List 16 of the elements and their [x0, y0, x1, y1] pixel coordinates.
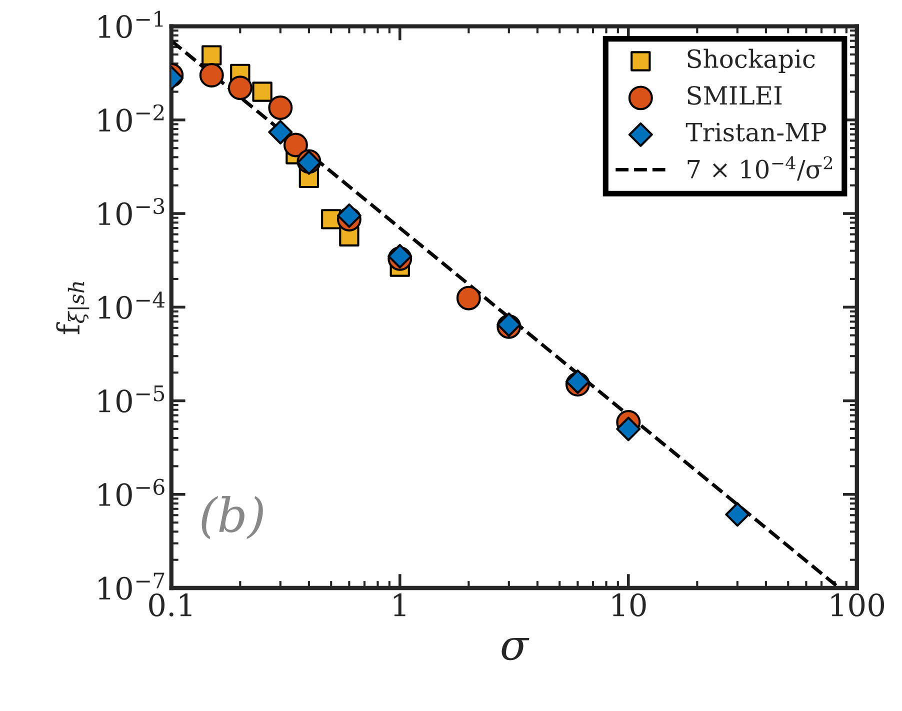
y-tick-label: 10$^{−5}$	[98, 385, 164, 413]
legend-label: SMILEI	[688, 86, 782, 105]
y-axis-title: f$_{ξ|sh}$	[56, 282, 90, 334]
x-axis-title: σ	[502, 638, 530, 660]
x-tick-label: 1	[394, 593, 406, 616]
annotation: (b)	[202, 496, 263, 540]
y-tick-label: 10$^{−4}$	[98, 292, 165, 319]
legend-label: 7 × 10$^{−4}$/σ$^{2}$	[688, 156, 832, 181]
legend-label: Shockapic	[688, 48, 815, 73]
y-tick-label: 10$^{−2}$	[98, 104, 164, 132]
x-tick-label: 10	[612, 593, 646, 617]
legend-label: Tristan-MP	[686, 122, 826, 142]
y-tick-label: 10$^{−6}$	[98, 478, 164, 506]
y-tick-label: 10$^{−3}$	[98, 198, 164, 226]
y-tick-label: 10$^{−1}$	[98, 10, 163, 38]
x-tick-label: 100	[831, 593, 884, 617]
